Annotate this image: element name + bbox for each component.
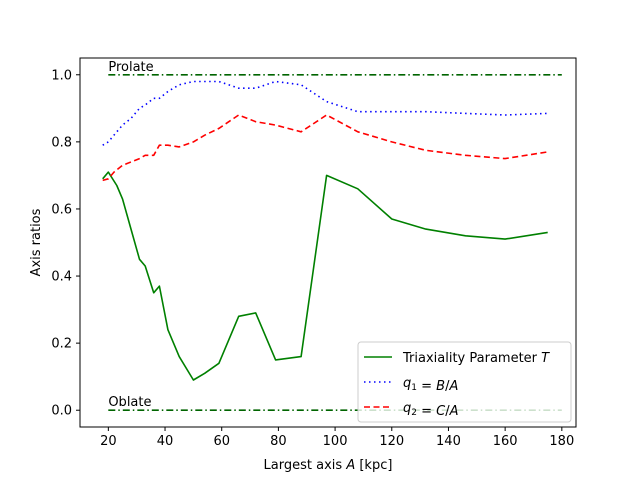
legend-label-part: = xyxy=(417,379,436,394)
x-tick-label: 80 xyxy=(270,434,287,449)
legend-label-part: q xyxy=(403,376,411,391)
series-line-0 xyxy=(102,171,548,381)
legend-box xyxy=(357,341,572,423)
annotation-oblate: Oblate xyxy=(108,395,151,410)
x-axis-label-text: Largest axis xyxy=(264,458,347,473)
legend-label-part: 1 xyxy=(411,383,417,393)
y-tick-label: 0.4 xyxy=(51,270,72,285)
y-tick-label: 1.0 xyxy=(51,68,72,83)
x-tick-label: 60 xyxy=(213,434,230,449)
legend-label-part: C xyxy=(436,404,446,419)
x-axis-label-unit: [kpc] xyxy=(355,458,392,473)
x-axis-label-variable: A xyxy=(345,458,355,473)
legend-label-part: q xyxy=(403,401,411,416)
x-tick-label: 40 xyxy=(157,434,174,449)
x-tick-label: 120 xyxy=(379,434,404,449)
x-tick-label: 180 xyxy=(549,434,574,449)
series-line-1 xyxy=(102,80,548,146)
legend-label-0: Triaxiality Parameter T xyxy=(402,351,550,366)
legend: Triaxiality Parameter Tq1 = B/Aq2 = C/A xyxy=(357,341,572,423)
plot-area: Prolate Oblate 20 40 60 80 100 120 140 160 180 0.0 0… xyxy=(51,57,577,449)
legend-label-part: 2 xyxy=(411,408,417,418)
annotation-prolate: Prolate xyxy=(108,60,153,75)
legend-label-2: q2 = C/A xyxy=(403,401,459,419)
legend-label-part: / xyxy=(445,404,450,419)
legend-label-part: / xyxy=(445,379,450,394)
y-axis-label: Axis ratios xyxy=(29,208,44,276)
x-tick-label: 20 xyxy=(100,434,117,449)
x-tick-label: 160 xyxy=(493,434,518,449)
y-tick-label: 0.0 xyxy=(51,404,72,419)
y-tick-label: 0.6 xyxy=(51,202,72,217)
x-tick-label: 140 xyxy=(436,434,461,449)
legend-label-part: = xyxy=(417,404,436,419)
y-tick-label: 0.2 xyxy=(51,337,72,352)
axes-frame xyxy=(79,57,577,428)
x-axis-label: Largest axis A [kpc] xyxy=(264,458,393,473)
x-tick-label: 100 xyxy=(323,434,348,449)
legend-label-1: q1 = B/A xyxy=(403,376,458,394)
y-tick-label: 0.8 xyxy=(51,135,72,150)
series-line-2 xyxy=(102,114,548,182)
legend-label-part: A xyxy=(448,379,458,394)
legend-label-part: T xyxy=(541,351,550,366)
legend-label-part: Triaxiality Parameter xyxy=(402,351,541,366)
legend-label-part: A xyxy=(449,404,459,419)
legend-label-part: B xyxy=(436,379,445,394)
